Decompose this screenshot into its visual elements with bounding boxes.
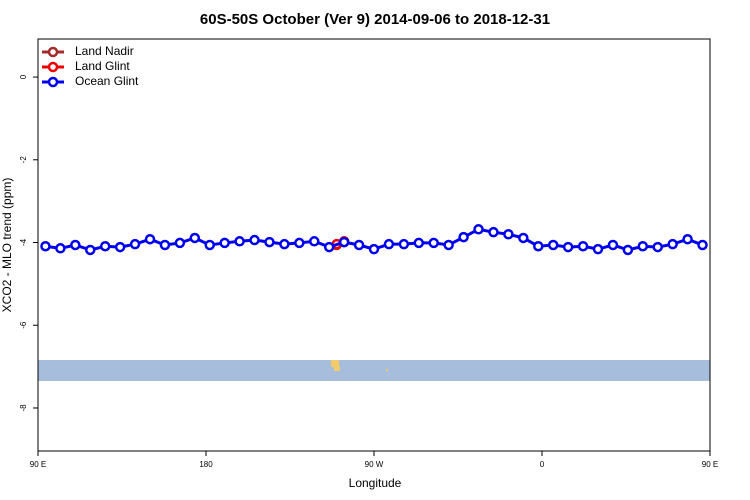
data-point <box>473 224 484 235</box>
data-point <box>159 239 171 251</box>
data-point <box>353 239 365 251</box>
legend-label: Land Glint <box>75 59 130 73</box>
data-point <box>114 241 126 253</box>
data-point <box>70 239 81 251</box>
data-point <box>234 236 245 247</box>
data-point <box>219 237 230 249</box>
data-point <box>428 237 439 249</box>
data-point <box>413 237 425 249</box>
data-point <box>398 238 410 250</box>
data-point <box>667 238 678 250</box>
legend-label: Land Nadir <box>75 44 134 58</box>
legend-label: Ocean Glint <box>75 74 139 88</box>
y-tick-label: 0 <box>19 74 28 79</box>
data-point <box>189 232 201 244</box>
data-point <box>55 243 66 254</box>
data-point <box>622 244 634 256</box>
legend-marker <box>47 76 59 88</box>
data-point <box>607 239 619 251</box>
y-axis-label: XCO2 - MLO trend (ppm) <box>0 178 14 313</box>
data-point <box>488 226 499 238</box>
data-point <box>294 237 305 249</box>
data-point <box>697 239 708 251</box>
data-point <box>443 239 454 251</box>
data-point <box>279 238 290 250</box>
data-point <box>323 241 335 253</box>
legend-marker <box>47 46 59 58</box>
data-point <box>144 233 156 245</box>
data-point <box>592 243 604 255</box>
y-tick-label: -4 <box>19 238 28 246</box>
data-point <box>533 240 544 252</box>
data-point <box>85 244 96 256</box>
data-point <box>264 236 275 248</box>
x-tick-label: 90 E <box>30 460 46 469</box>
data-point <box>338 236 350 248</box>
data-point <box>503 228 514 240</box>
data-point <box>458 231 469 243</box>
x-tick-label: 90 E <box>702 460 718 469</box>
data-point <box>174 237 186 249</box>
data-point <box>562 241 574 253</box>
x-tick-label: 180 <box>199 460 213 469</box>
legend-marker <box>47 61 59 73</box>
data-point <box>682 233 693 245</box>
data-point <box>40 240 51 252</box>
y-tick-label: -6 <box>19 321 28 329</box>
data-point <box>129 238 141 250</box>
land-specks <box>331 360 388 371</box>
x-axis-label: Longitude <box>349 476 402 490</box>
data-point <box>637 240 649 252</box>
data-point <box>99 240 111 252</box>
data-point <box>547 239 559 251</box>
data-point <box>309 236 320 247</box>
data-point <box>518 232 529 244</box>
y-tick-label: -8 <box>19 404 28 412</box>
data-point <box>383 238 395 250</box>
x-tick-label: 90 W <box>365 460 384 469</box>
x-tick-label: 0 <box>540 460 545 469</box>
chart-title: 60S-50S October (Ver 9) 2014-09-06 to 20… <box>200 11 550 28</box>
data-point <box>368 243 380 255</box>
data-point <box>577 240 589 252</box>
data-point <box>652 241 663 253</box>
data-point <box>204 239 215 251</box>
data-point <box>249 234 260 246</box>
land-mask-band <box>38 360 710 381</box>
y-tick-label: -2 <box>19 156 28 164</box>
